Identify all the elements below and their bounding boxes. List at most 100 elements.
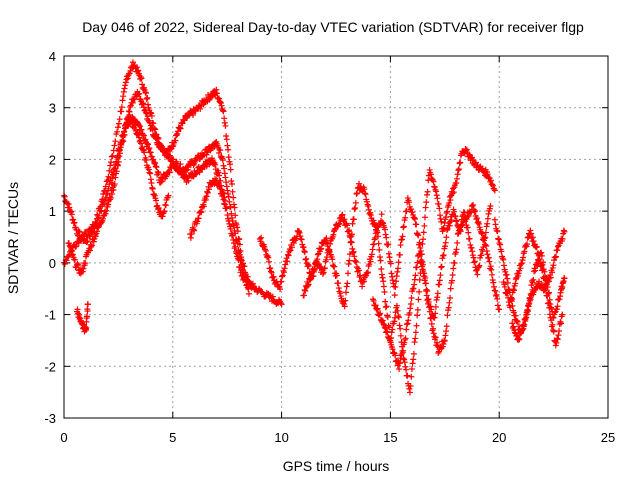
data-point (554, 247, 561, 254)
data-point (488, 266, 495, 273)
data-point (384, 241, 391, 248)
y-tick-label: -3 (44, 411, 56, 426)
data-point (95, 224, 102, 231)
data-point (153, 197, 160, 204)
data-point (153, 164, 160, 171)
data-point (143, 96, 150, 103)
data-point (301, 248, 308, 255)
data-point (368, 251, 375, 258)
data-point (173, 163, 180, 170)
data-point (492, 221, 499, 228)
data-point (109, 175, 116, 182)
data-point (331, 263, 338, 270)
data-point (219, 107, 226, 114)
data-point (457, 159, 464, 166)
data-point (233, 250, 240, 257)
data-point (438, 218, 445, 225)
data-point (220, 196, 227, 203)
data-point (383, 328, 390, 335)
data-point (108, 159, 115, 166)
data-point (166, 152, 173, 159)
data-point (187, 234, 194, 241)
data-point (83, 324, 90, 331)
data-point (471, 258, 478, 265)
data-point (217, 185, 224, 192)
data-point (474, 215, 481, 222)
data-point (145, 166, 152, 173)
data-point (134, 91, 141, 98)
data-point (501, 283, 508, 290)
data-point (277, 300, 284, 307)
data-point (425, 296, 432, 303)
data-point (446, 222, 453, 229)
data-point (313, 258, 320, 265)
data-point (536, 256, 543, 263)
data-point (153, 135, 160, 142)
data-point (471, 259, 478, 266)
data-point (403, 366, 410, 373)
data-point (217, 99, 224, 106)
data-point (144, 113, 151, 120)
data-point (265, 254, 272, 261)
data-point (442, 332, 449, 339)
data-point (434, 343, 441, 350)
data-point (238, 256, 245, 263)
data-point (440, 341, 447, 348)
data-point (67, 244, 74, 251)
data-point (79, 234, 86, 241)
data-point (561, 275, 568, 282)
data-point (432, 310, 439, 317)
data-point (353, 190, 360, 197)
data-point (75, 228, 82, 235)
data-point (452, 213, 459, 220)
data-point (197, 208, 204, 215)
data-point (415, 296, 422, 303)
data-point (225, 218, 232, 225)
data-point (447, 197, 454, 204)
data-point (123, 76, 130, 83)
data-point (154, 168, 161, 175)
data-point (379, 274, 386, 281)
data-point (450, 189, 457, 196)
data-point (433, 192, 440, 199)
data-point (350, 248, 357, 255)
data-point (469, 248, 476, 255)
data-point (554, 336, 561, 343)
data-point (223, 133, 230, 140)
data-point (63, 257, 70, 264)
data-point (392, 284, 399, 291)
data-point (412, 272, 419, 279)
data-point (230, 222, 237, 229)
data-point (230, 194, 237, 201)
data-point (359, 283, 366, 290)
data-point (227, 166, 234, 173)
data-point (416, 276, 423, 283)
data-point (554, 243, 561, 250)
data-point (146, 145, 153, 152)
data-point (484, 215, 491, 222)
data-point (215, 149, 222, 156)
data-point (206, 186, 213, 193)
data-point (172, 137, 179, 144)
data-point (303, 255, 310, 262)
data-point (232, 243, 239, 250)
data-point (68, 208, 75, 215)
data-point (68, 211, 75, 218)
data-point (104, 190, 111, 197)
data-point (485, 174, 492, 181)
data-point (382, 325, 389, 332)
data-point (362, 191, 369, 198)
data-point (419, 240, 426, 247)
data-point (337, 290, 344, 297)
x-axis-ticks: 0 5 10 15 20 25 (60, 56, 615, 445)
data-point (121, 129, 128, 136)
data-point (155, 204, 162, 211)
data-point (377, 310, 384, 317)
data-point (132, 122, 139, 129)
data-point (443, 227, 450, 234)
data-point (422, 204, 429, 211)
data-point (462, 214, 469, 221)
data-point (215, 95, 222, 102)
data-point (102, 210, 109, 217)
data-point (376, 311, 383, 318)
